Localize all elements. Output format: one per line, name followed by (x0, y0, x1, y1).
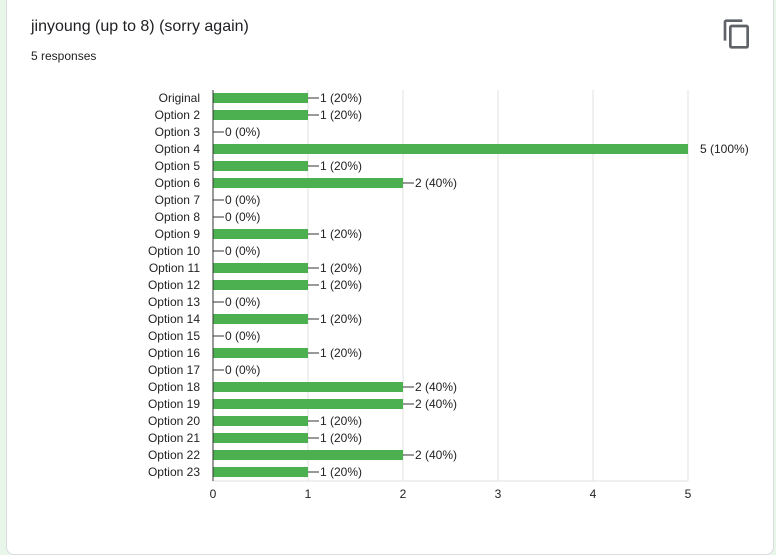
data-label: 1 (20%) (320, 261, 362, 275)
bar (213, 229, 308, 239)
bar (213, 93, 308, 103)
category-label: Option 7 (155, 193, 201, 207)
category-label: Option 9 (155, 227, 201, 241)
category-label: Option 6 (155, 176, 201, 190)
response-count: 5 responses (31, 49, 97, 63)
category-label: Option 11 (149, 261, 200, 275)
data-label: 1 (20%) (320, 431, 362, 445)
category-label: Option 18 (148, 380, 200, 394)
category-label: Option 8 (155, 210, 201, 224)
data-label: 1 (20%) (320, 227, 362, 241)
category-label: Original (159, 91, 200, 105)
category-label: Option 4 (155, 142, 201, 156)
category-label: Option 5 (155, 159, 201, 173)
bar (213, 110, 308, 120)
category-label: Option 13 (148, 295, 200, 309)
category-label: Option 2 (155, 108, 201, 122)
bar (213, 433, 308, 443)
x-tick-label: 3 (495, 487, 502, 501)
copy-chart-button[interactable] (721, 18, 753, 50)
bar (213, 161, 308, 171)
data-label: 0 (0%) (225, 295, 260, 309)
bar (213, 348, 308, 358)
category-label: Option 3 (155, 125, 201, 139)
category-label: Option 10 (148, 244, 200, 258)
bar (213, 382, 403, 392)
category-label: Option 16 (148, 346, 200, 360)
x-tick-label: 4 (590, 487, 597, 501)
category-label: Option 21 (148, 431, 200, 445)
data-label: 5 (100%) (700, 142, 749, 156)
category-label: Option 12 (148, 278, 200, 292)
data-label: 2 (40%) (415, 448, 457, 462)
category-label: Option 20 (148, 414, 200, 428)
data-label: 1 (20%) (320, 278, 362, 292)
category-label: Option 23 (148, 465, 200, 479)
bar (213, 450, 403, 460)
bar (213, 144, 688, 154)
x-tick-label: 0 (210, 487, 217, 501)
copy-icon (723, 19, 749, 49)
category-label: Option 22 (148, 448, 200, 462)
data-label: 1 (20%) (320, 346, 362, 360)
question-card: jinyoung (up to 8) (sorry again) 5 respo… (6, 0, 774, 555)
category-label: Option 19 (148, 397, 200, 411)
data-label: 2 (40%) (415, 380, 457, 394)
data-label: 0 (0%) (225, 244, 260, 258)
x-tick-label: 2 (400, 487, 407, 501)
data-label: 0 (0%) (225, 329, 260, 343)
category-label: Option 17 (148, 363, 200, 377)
bar (213, 399, 403, 409)
data-label: 1 (20%) (320, 91, 362, 105)
data-label: 0 (0%) (225, 210, 260, 224)
bar (213, 416, 308, 426)
data-label: 2 (40%) (415, 397, 457, 411)
bar (213, 467, 308, 477)
data-label: 2 (40%) (415, 176, 457, 190)
data-label: 1 (20%) (320, 312, 362, 326)
data-label: 1 (20%) (320, 414, 362, 428)
data-label: 1 (20%) (320, 465, 362, 479)
x-tick-label: 5 (685, 487, 692, 501)
question-title: jinyoung (up to 8) (sorry again) (31, 18, 249, 35)
bar (213, 314, 308, 324)
bar (213, 280, 308, 290)
bar (213, 178, 403, 188)
data-label: 0 (0%) (225, 363, 260, 377)
data-label: 1 (20%) (320, 159, 362, 173)
x-tick-label: 1 (305, 487, 312, 501)
category-label: Option 15 (148, 329, 200, 343)
data-label: 0 (0%) (225, 125, 260, 139)
data-label: 1 (20%) (320, 108, 362, 122)
bar (213, 263, 308, 273)
category-label: Option 14 (148, 312, 200, 326)
data-label: 0 (0%) (225, 193, 260, 207)
